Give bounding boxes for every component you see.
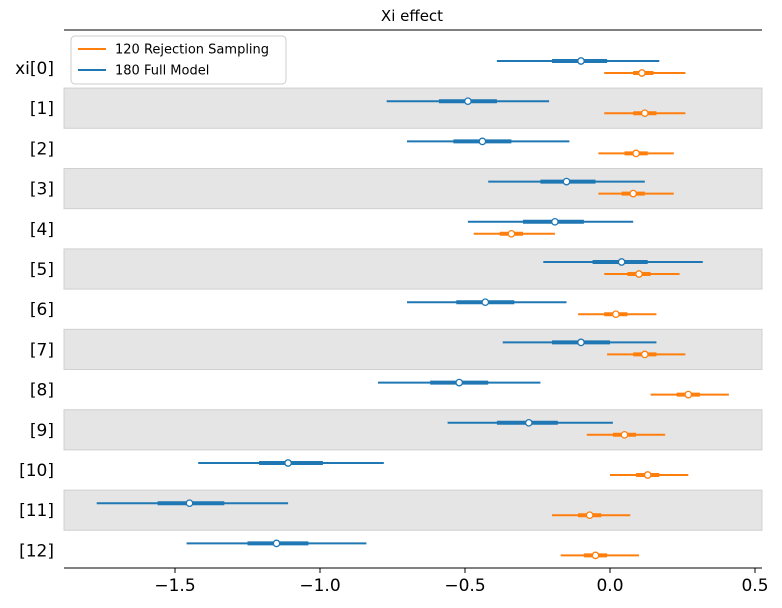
interval-marks xyxy=(96,57,729,560)
x-axis-ticks: −1.5 −1.0 −0.5 0.0 0.5 xyxy=(154,568,769,596)
y-tick-label: [1] xyxy=(30,99,54,119)
x-tick-label: −1.0 xyxy=(299,576,340,596)
x-tick-label: 0.5 xyxy=(741,576,768,596)
mean-point xyxy=(635,270,643,278)
y-tick-label: [4] xyxy=(30,220,54,240)
mean-point xyxy=(643,471,652,479)
mean-point xyxy=(632,149,640,158)
y-tick-label: [9] xyxy=(30,421,54,441)
y-axis-labels: xi[0] [1] [2] [3] [4] [5] [6] [7] [8] [9] [10] [11]… xyxy=(15,59,54,561)
x-tick-label: −0.5 xyxy=(444,576,485,596)
y-tick-label: [7] xyxy=(30,340,54,360)
mean-point xyxy=(577,57,585,65)
mean-point xyxy=(284,459,292,467)
mean-point xyxy=(185,499,194,508)
row-band xyxy=(63,489,763,531)
mean-point xyxy=(638,69,646,77)
mean-point xyxy=(585,511,594,520)
x-tick-label: 0.0 xyxy=(596,576,623,596)
mean-point xyxy=(620,430,629,439)
mean-point xyxy=(481,298,490,307)
legend-frame xyxy=(70,35,287,85)
y-tick-label: [3] xyxy=(30,180,54,200)
mean-point xyxy=(629,189,638,198)
mean-point xyxy=(464,97,472,106)
mean-point xyxy=(640,350,649,359)
mean-point xyxy=(577,338,585,347)
row-band xyxy=(63,328,763,370)
mean-point xyxy=(272,539,281,548)
mean-point xyxy=(478,137,487,146)
row-band xyxy=(63,409,763,451)
y-tick-label: [11] xyxy=(19,501,54,521)
mean-point xyxy=(640,109,649,118)
y-tick-label: [8] xyxy=(30,381,54,401)
row-band xyxy=(63,168,763,210)
chart-title: Xi effect xyxy=(381,7,443,25)
y-tick-label: [6] xyxy=(30,300,54,320)
mean-point xyxy=(591,551,600,560)
mean-point xyxy=(617,258,626,266)
mean-point xyxy=(507,229,516,238)
mean-point xyxy=(455,378,464,387)
mean-point xyxy=(562,177,571,186)
mean-point xyxy=(611,310,620,319)
mean-point xyxy=(524,418,533,427)
y-tick-label: xi[0] xyxy=(15,59,54,79)
y-tick-label: [10] xyxy=(19,461,54,481)
mean-point xyxy=(684,390,693,399)
row-band xyxy=(63,248,763,290)
y-tick-label: [5] xyxy=(30,260,54,280)
y-tick-label: [2] xyxy=(30,139,54,159)
mean-point xyxy=(551,217,559,226)
x-tick-label: −1.5 xyxy=(154,576,195,596)
row-bands xyxy=(63,87,763,531)
legend: 120 Rejection Sampling 180 Full Model xyxy=(70,35,287,85)
row-band xyxy=(63,87,763,129)
y-tick-label: [12] xyxy=(19,541,54,561)
legend-label-full-model: 180 Full Model xyxy=(115,64,209,79)
legend-label-rejection-sampling: 120 Rejection Sampling xyxy=(115,43,269,58)
